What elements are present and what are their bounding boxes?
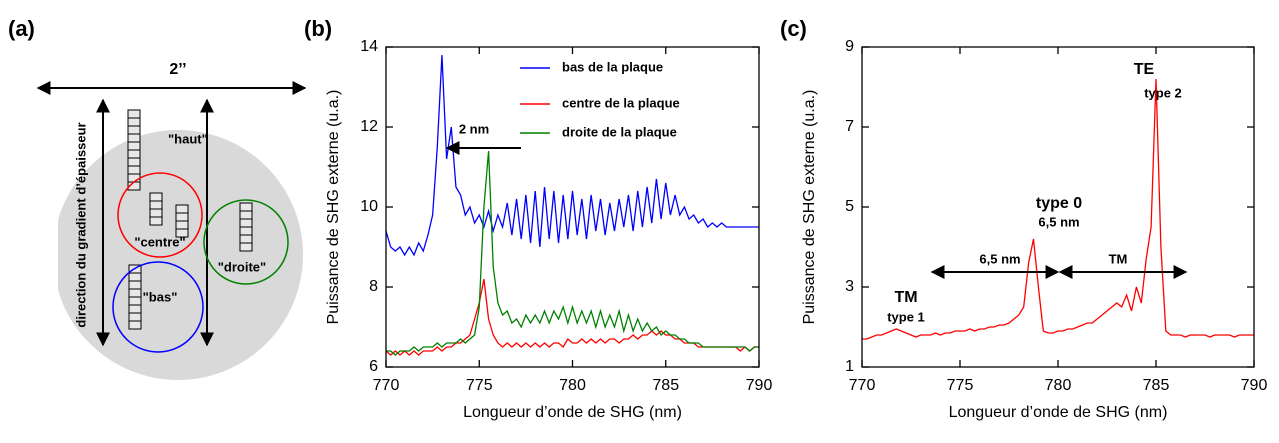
sample-cell <box>128 272 142 282</box>
data-line <box>386 150 759 356</box>
y-axis-label: Puissance de SHG externe (u.a.) <box>801 90 818 325</box>
y-tick-label: 1 <box>845 358 854 375</box>
gradient-label: direction du gradient d’épaisseur <box>73 122 88 327</box>
y-tick-label: 14 <box>360 38 378 55</box>
sample-cell <box>127 141 141 151</box>
zone-circle <box>117 172 203 258</box>
sample-cell <box>128 312 142 322</box>
x-tick-label: 785 <box>1143 377 1170 394</box>
annotation: type 1 <box>887 309 925 324</box>
zone-label: "bas" <box>143 289 178 304</box>
sample-cell <box>127 109 141 119</box>
width-label: 2’’ <box>169 61 186 78</box>
annotation: TE <box>1134 61 1155 78</box>
annotation: TM <box>894 289 917 306</box>
x-tick-label: 775 <box>466 377 493 394</box>
legend-label: bas de la plaque <box>562 59 663 74</box>
legend-label: centre de la plaque <box>562 95 680 110</box>
x-tick-label: 785 <box>652 377 679 394</box>
sample-cell <box>175 204 189 214</box>
sample-cell <box>239 202 253 212</box>
sample-columns <box>127 109 253 330</box>
annotation: type 2 <box>1144 85 1182 100</box>
zone-label: "centre" <box>134 234 185 249</box>
wafer <box>58 130 303 380</box>
y-tick-label: 8 <box>369 278 378 295</box>
zone-circle <box>112 261 204 353</box>
plot-frame <box>861 46 1255 368</box>
y-tick-label: 5 <box>845 198 854 215</box>
sample-cell <box>127 173 141 183</box>
panel-label: (a) <box>8 16 35 41</box>
annotation: TM <box>1109 251 1128 266</box>
sample-cell <box>128 320 142 330</box>
x-tick-label: 790 <box>746 377 773 394</box>
x-tick-label: 770 <box>373 377 400 394</box>
x-tick-label: 775 <box>947 377 974 394</box>
sample-cell <box>127 157 141 167</box>
y-tick-label: 10 <box>360 198 378 215</box>
sample-cell <box>175 220 189 230</box>
sample-cell <box>127 125 141 135</box>
sample-cell <box>239 218 253 228</box>
y-tick-label: 3 <box>845 278 854 295</box>
panel-label: (b) <box>304 16 332 41</box>
sample-cell <box>149 208 163 218</box>
x-tick-label: 770 <box>849 377 876 394</box>
x-tick-label: 780 <box>559 377 586 394</box>
zone-circle <box>203 199 289 285</box>
sample-cell <box>239 226 253 236</box>
sample-cell <box>127 117 141 127</box>
annotation: 2 nm <box>459 121 489 136</box>
sample-cell <box>239 242 253 252</box>
data-line <box>385 54 759 257</box>
diagram: (a) 2’’ direction du gradient d’épaisseu… <box>8 16 307 380</box>
zone-label: "droite" <box>218 259 266 274</box>
y-tick-label: 12 <box>360 118 378 135</box>
y-axis-label: Puissance de SHG externe (u.a.) <box>325 90 342 325</box>
x-axis-label: Longueur d’onde de SHG (nm) <box>949 404 1168 421</box>
data-line <box>385 278 759 356</box>
x-axis-label: Longueur d’onde de SHG (nm) <box>463 404 682 421</box>
sample-cell <box>175 228 189 238</box>
sample-cell <box>128 288 142 298</box>
annotation: 6,5 nm <box>1038 214 1079 229</box>
sample-cell <box>127 165 141 175</box>
sample-cell <box>127 149 141 159</box>
panel-label: (c) <box>780 16 807 41</box>
x-tick-label: 780 <box>1045 377 1072 394</box>
sample-cell <box>239 210 253 220</box>
sample-cell <box>128 304 142 314</box>
sample-cell <box>175 212 189 222</box>
x-tick-label: 790 <box>1241 377 1268 394</box>
sample-cell <box>149 192 163 202</box>
sample-cell <box>149 216 163 226</box>
annotation: 6,5 nm <box>979 251 1020 266</box>
annotation: type 0 <box>1036 195 1082 212</box>
data-line <box>862 78 1254 340</box>
y-tick-label: 6 <box>369 358 378 375</box>
sample-cell <box>239 234 253 244</box>
sample-cell <box>128 296 142 306</box>
zone-label: "haut" <box>168 131 208 146</box>
legend-label: droite de la plaque <box>562 124 677 139</box>
sample-cell <box>128 280 142 290</box>
y-tick-label: 9 <box>845 38 854 55</box>
y-tick-label: 7 <box>845 118 854 135</box>
plot-frame <box>385 46 760 368</box>
sample-cell <box>127 133 141 143</box>
sample-cell <box>149 200 163 210</box>
